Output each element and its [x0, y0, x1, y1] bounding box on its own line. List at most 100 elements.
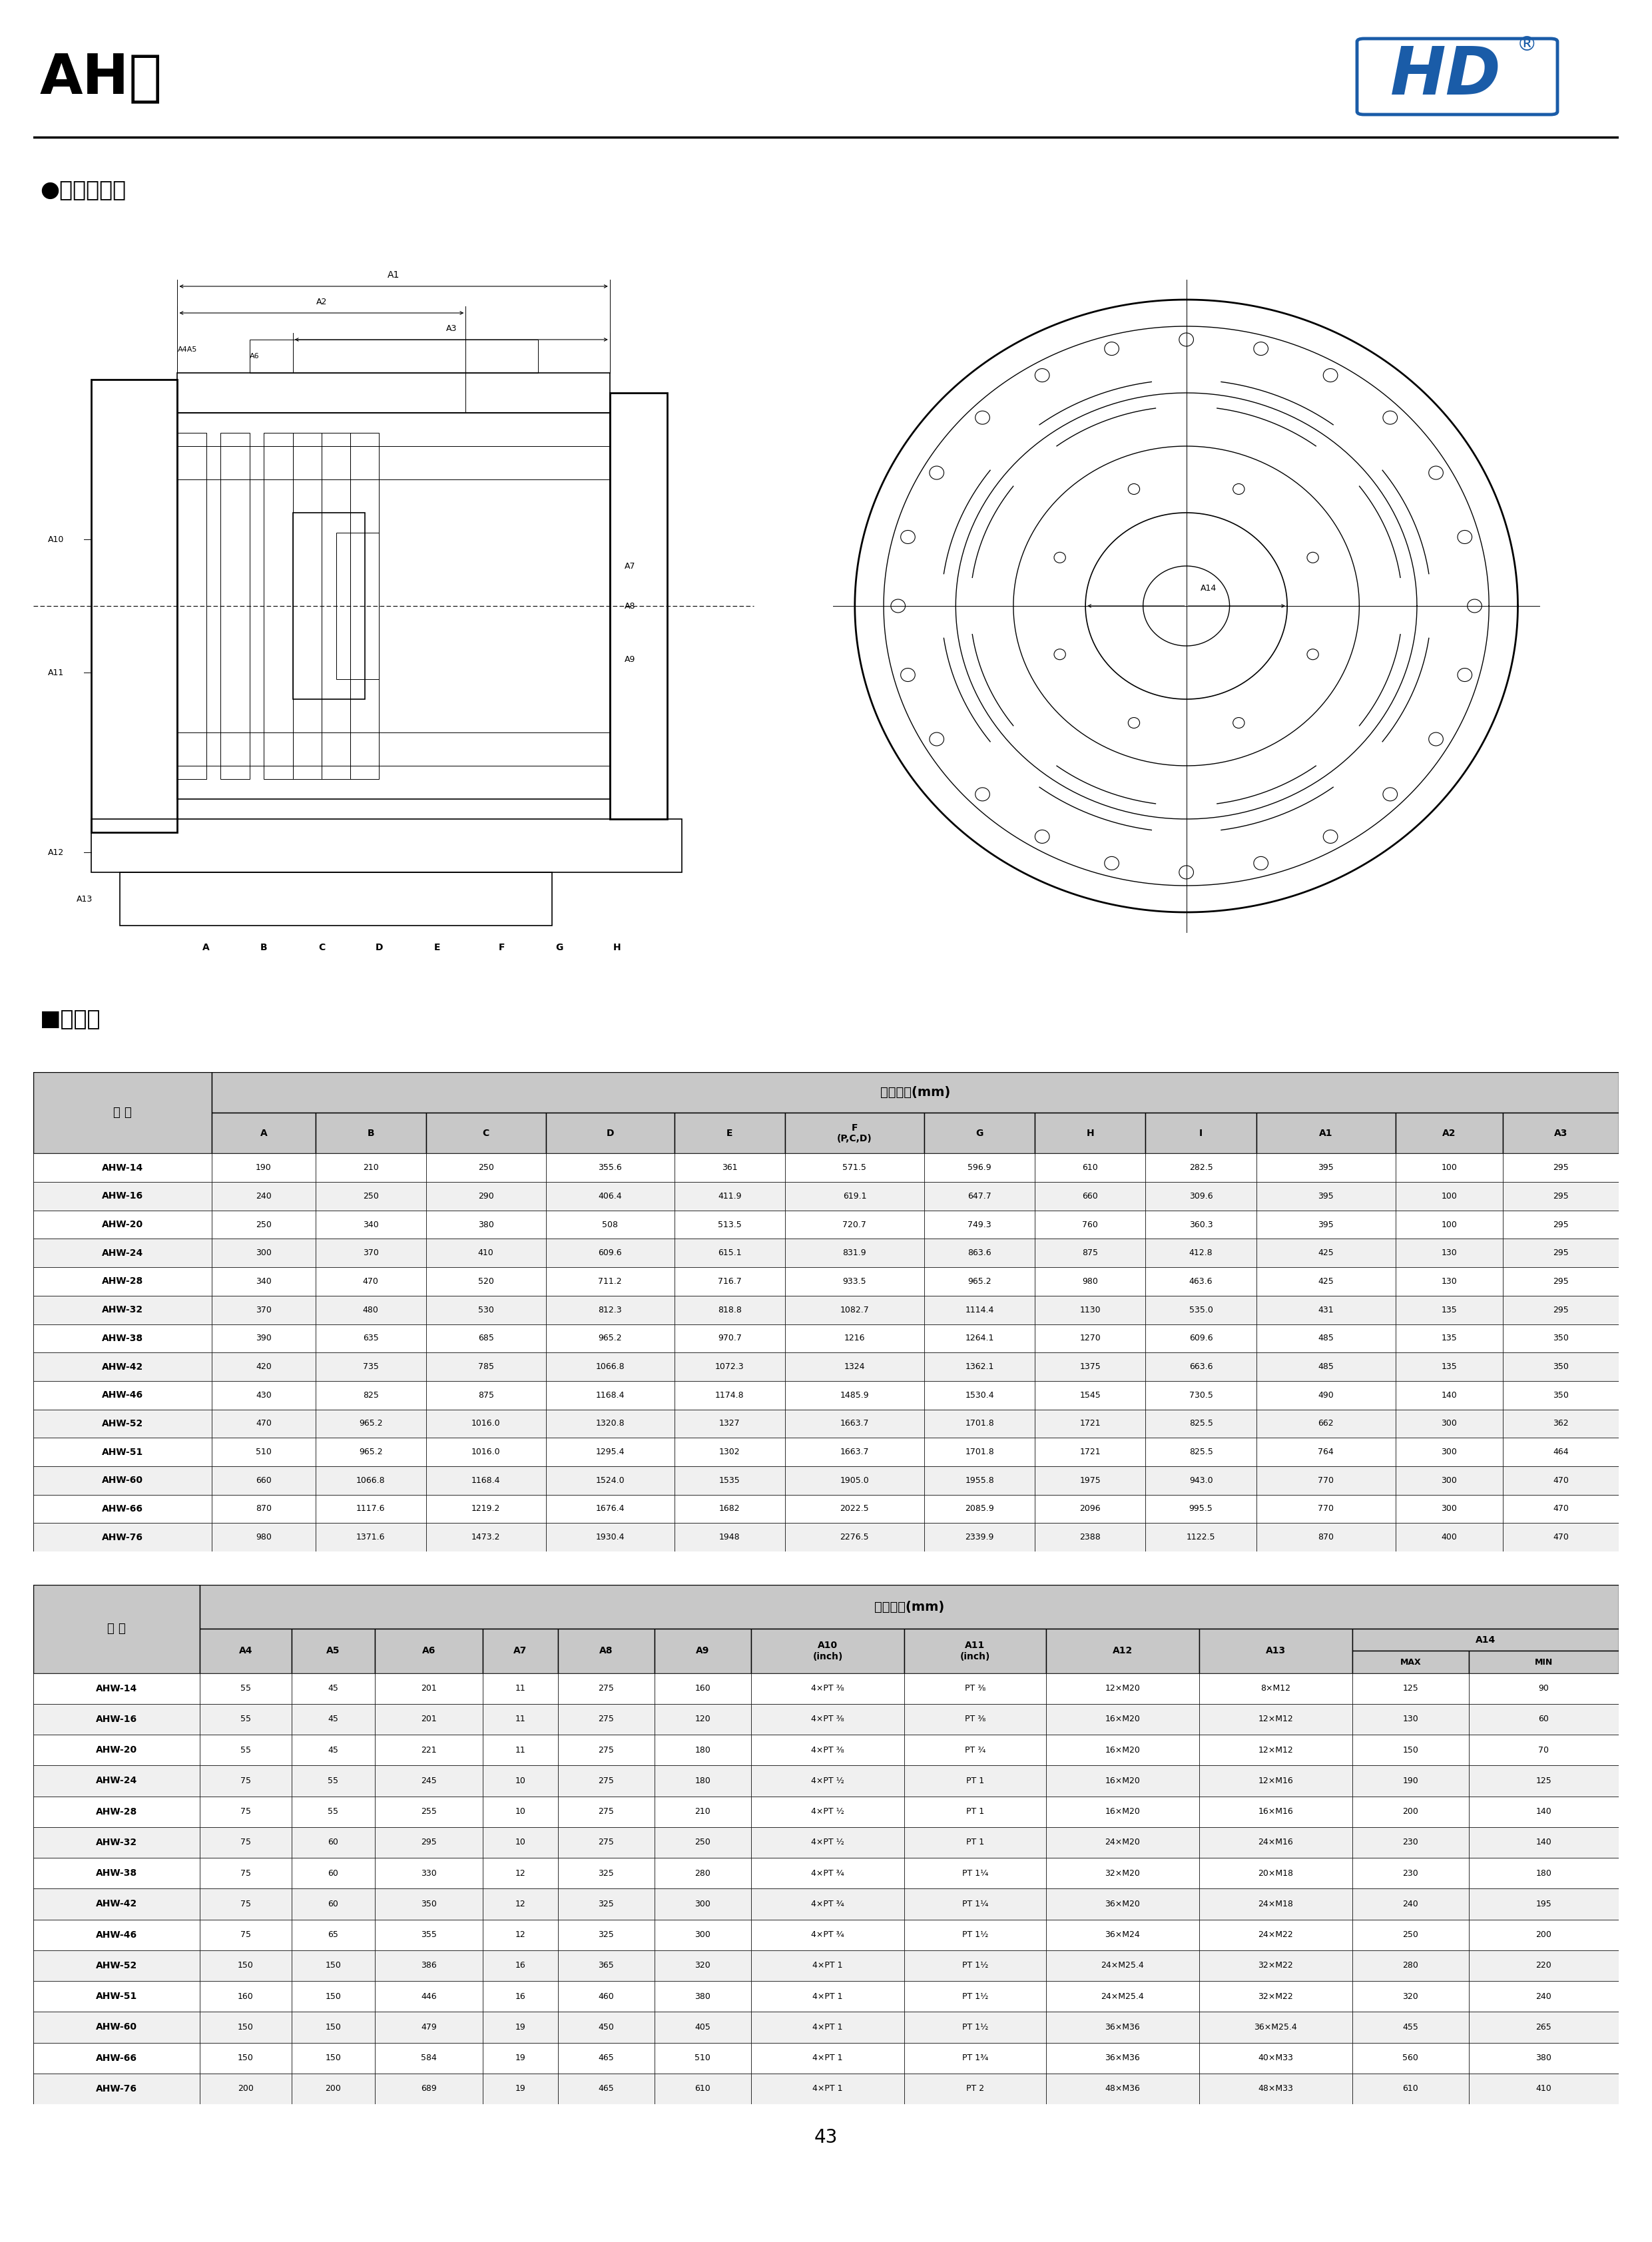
- Bar: [752, 1630, 904, 1673]
- Text: 510: 510: [695, 2054, 710, 2063]
- Bar: [1046, 2011, 1199, 2042]
- Bar: [211, 1352, 316, 1381]
- Bar: [33, 1888, 200, 1919]
- Bar: [316, 1211, 426, 1240]
- Bar: [1256, 1495, 1396, 1522]
- Text: 770: 770: [1318, 1475, 1333, 1484]
- Text: 160: 160: [238, 1993, 253, 2000]
- Text: 16: 16: [515, 1962, 525, 1971]
- Bar: [211, 1072, 1619, 1112]
- Bar: [1034, 1296, 1145, 1325]
- Text: 200: 200: [1403, 1807, 1419, 1816]
- Bar: [1256, 1522, 1396, 1551]
- Bar: [291, 1827, 375, 1859]
- Bar: [316, 1352, 426, 1381]
- Bar: [923, 1182, 1034, 1211]
- Bar: [375, 1704, 482, 1735]
- Bar: [426, 1155, 545, 1182]
- Text: 470: 470: [256, 1419, 271, 1428]
- Bar: [291, 1951, 375, 1982]
- Text: AHW-60: AHW-60: [102, 1475, 144, 1484]
- Text: 1302: 1302: [719, 1448, 740, 1457]
- Bar: [316, 1296, 426, 1325]
- Bar: [923, 1381, 1034, 1410]
- Text: A11
(inch): A11 (inch): [960, 1641, 990, 1661]
- Bar: [1034, 1437, 1145, 1466]
- Text: PT 1: PT 1: [966, 1838, 985, 1847]
- Text: 330: 330: [421, 1870, 436, 1877]
- Text: 1473.2: 1473.2: [471, 1534, 501, 1542]
- Bar: [1353, 1673, 1469, 1704]
- Text: 431: 431: [1318, 1305, 1333, 1314]
- Text: 48×M36: 48×M36: [1105, 2085, 1140, 2094]
- Text: AHW-42: AHW-42: [102, 1363, 144, 1372]
- Text: 825.5: 825.5: [1189, 1448, 1213, 1457]
- Bar: [1199, 1982, 1353, 2011]
- Text: 70: 70: [1538, 1747, 1550, 1755]
- Text: 295: 295: [1553, 1193, 1569, 1199]
- Text: 24×M25.4: 24×M25.4: [1100, 1993, 1143, 2000]
- Text: AHW-16: AHW-16: [102, 1191, 144, 1202]
- Bar: [545, 1325, 674, 1352]
- Bar: [674, 1112, 785, 1155]
- Text: 150: 150: [238, 1962, 253, 1971]
- Bar: [558, 1630, 654, 1673]
- Bar: [33, 1704, 200, 1735]
- Text: 12×M20: 12×M20: [1105, 1684, 1140, 1693]
- Bar: [375, 1735, 482, 1764]
- Bar: [1503, 1437, 1619, 1466]
- Bar: [785, 1381, 923, 1410]
- Text: 60: 60: [327, 1838, 339, 1847]
- Bar: [177, 480, 610, 733]
- Text: 970.7: 970.7: [717, 1334, 742, 1343]
- Text: AHW-16: AHW-16: [96, 1715, 137, 1724]
- Text: AHW-28: AHW-28: [102, 1276, 144, 1287]
- Text: 933.5: 933.5: [843, 1278, 866, 1287]
- Text: 295: 295: [1553, 1278, 1569, 1287]
- Bar: [482, 1735, 558, 1764]
- Text: 609.6: 609.6: [1189, 1334, 1213, 1343]
- Text: 255: 255: [421, 1807, 436, 1816]
- Bar: [558, 1764, 654, 1796]
- Text: AHW-51: AHW-51: [102, 1448, 144, 1457]
- Text: 型 號: 型 號: [107, 1623, 126, 1634]
- Bar: [33, 1764, 200, 1796]
- Bar: [426, 1352, 545, 1381]
- Text: A14: A14: [1475, 1634, 1495, 1646]
- Text: A7: A7: [624, 563, 636, 569]
- Bar: [33, 1296, 211, 1325]
- Text: 635: 635: [363, 1334, 378, 1343]
- Text: 350: 350: [1553, 1390, 1569, 1399]
- Text: A8: A8: [624, 601, 636, 610]
- Text: 32×M22: 32×M22: [1259, 1962, 1294, 1971]
- Bar: [558, 2074, 654, 2105]
- Bar: [904, 1919, 1046, 1951]
- Bar: [1145, 1522, 1256, 1551]
- Bar: [674, 1381, 785, 1410]
- Text: 647.7: 647.7: [968, 1193, 991, 1199]
- Bar: [654, 1951, 752, 1982]
- Text: 55: 55: [240, 1715, 251, 1724]
- Bar: [426, 1112, 545, 1155]
- Bar: [785, 1211, 923, 1240]
- Text: A12: A12: [1112, 1646, 1133, 1655]
- Bar: [904, 1796, 1046, 1827]
- Text: 325: 325: [598, 1870, 615, 1877]
- Text: A10
(inch): A10 (inch): [813, 1641, 843, 1661]
- Text: 340: 340: [363, 1220, 378, 1229]
- Text: 360.3: 360.3: [1189, 1220, 1213, 1229]
- Text: 943.0: 943.0: [1189, 1475, 1213, 1484]
- Text: A1: A1: [388, 271, 400, 280]
- Bar: [1256, 1437, 1396, 1466]
- Bar: [200, 1859, 291, 1888]
- Bar: [558, 1827, 654, 1859]
- Bar: [482, 1630, 558, 1673]
- Text: 36×M36: 36×M36: [1105, 2022, 1140, 2031]
- Bar: [923, 1296, 1034, 1325]
- Text: 875: 875: [477, 1390, 494, 1399]
- Bar: [1256, 1466, 1396, 1495]
- Bar: [1396, 1182, 1503, 1211]
- Text: 160: 160: [695, 1684, 710, 1693]
- Text: 508: 508: [601, 1220, 618, 1229]
- Text: 1320.8: 1320.8: [595, 1419, 624, 1428]
